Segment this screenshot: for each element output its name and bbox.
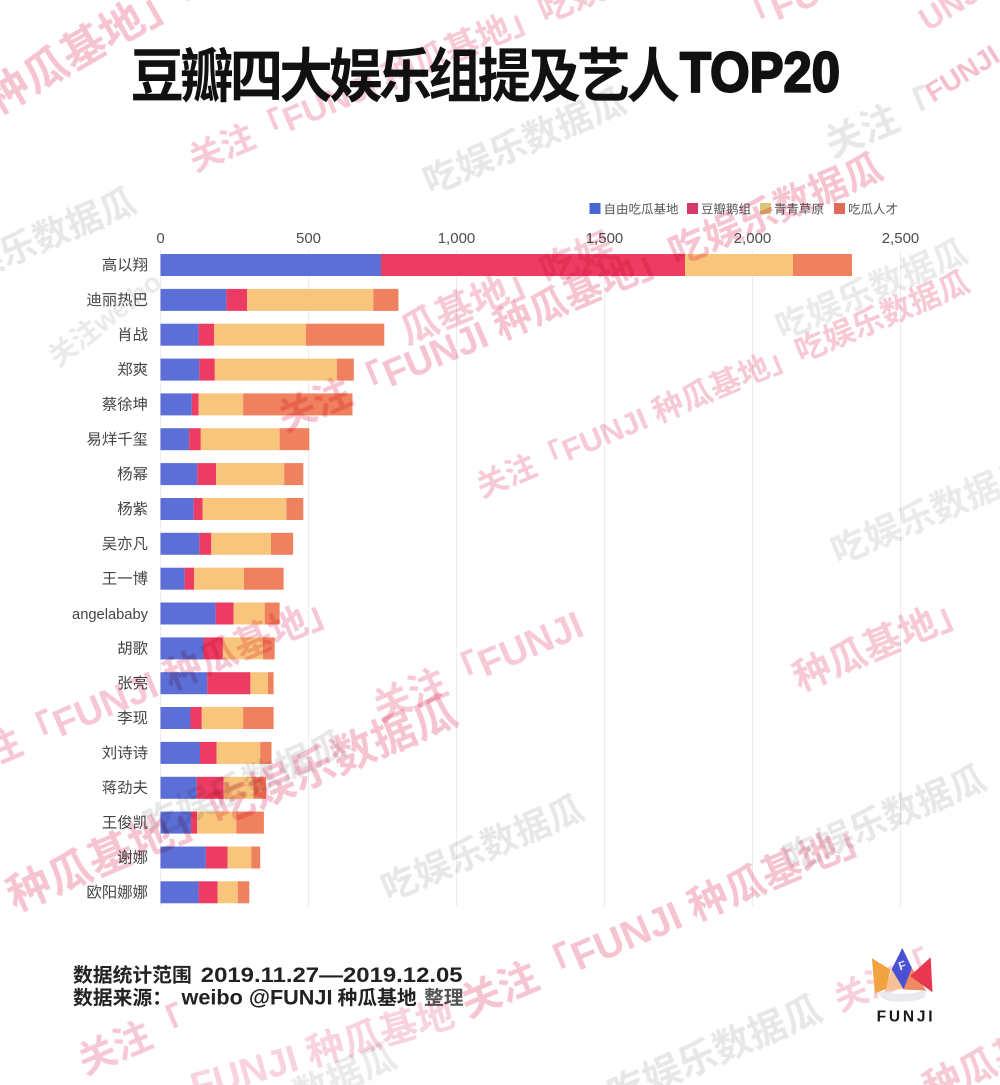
svg-text:500: 500 [296,230,321,247]
svg-text:2,500: 2,500 [882,230,920,247]
svg-text:angelababy: angelababy [72,607,149,623]
svg-text:weibo @FUNJI: weibo @FUNJI [180,987,332,1010]
svg-text:0: 0 [156,230,164,247]
svg-text:2,000: 2,000 [734,230,772,247]
svg-text:TOP20: TOP20 [680,41,840,104]
svg-text:1,000: 1,000 [438,230,476,247]
svg-text:F: F [897,958,908,974]
svg-text:FUNJI: FUNJI [877,1009,936,1026]
svg-text:2019.11.27—2019.12.05: 2019.11.27—2019.12.05 [201,964,463,987]
